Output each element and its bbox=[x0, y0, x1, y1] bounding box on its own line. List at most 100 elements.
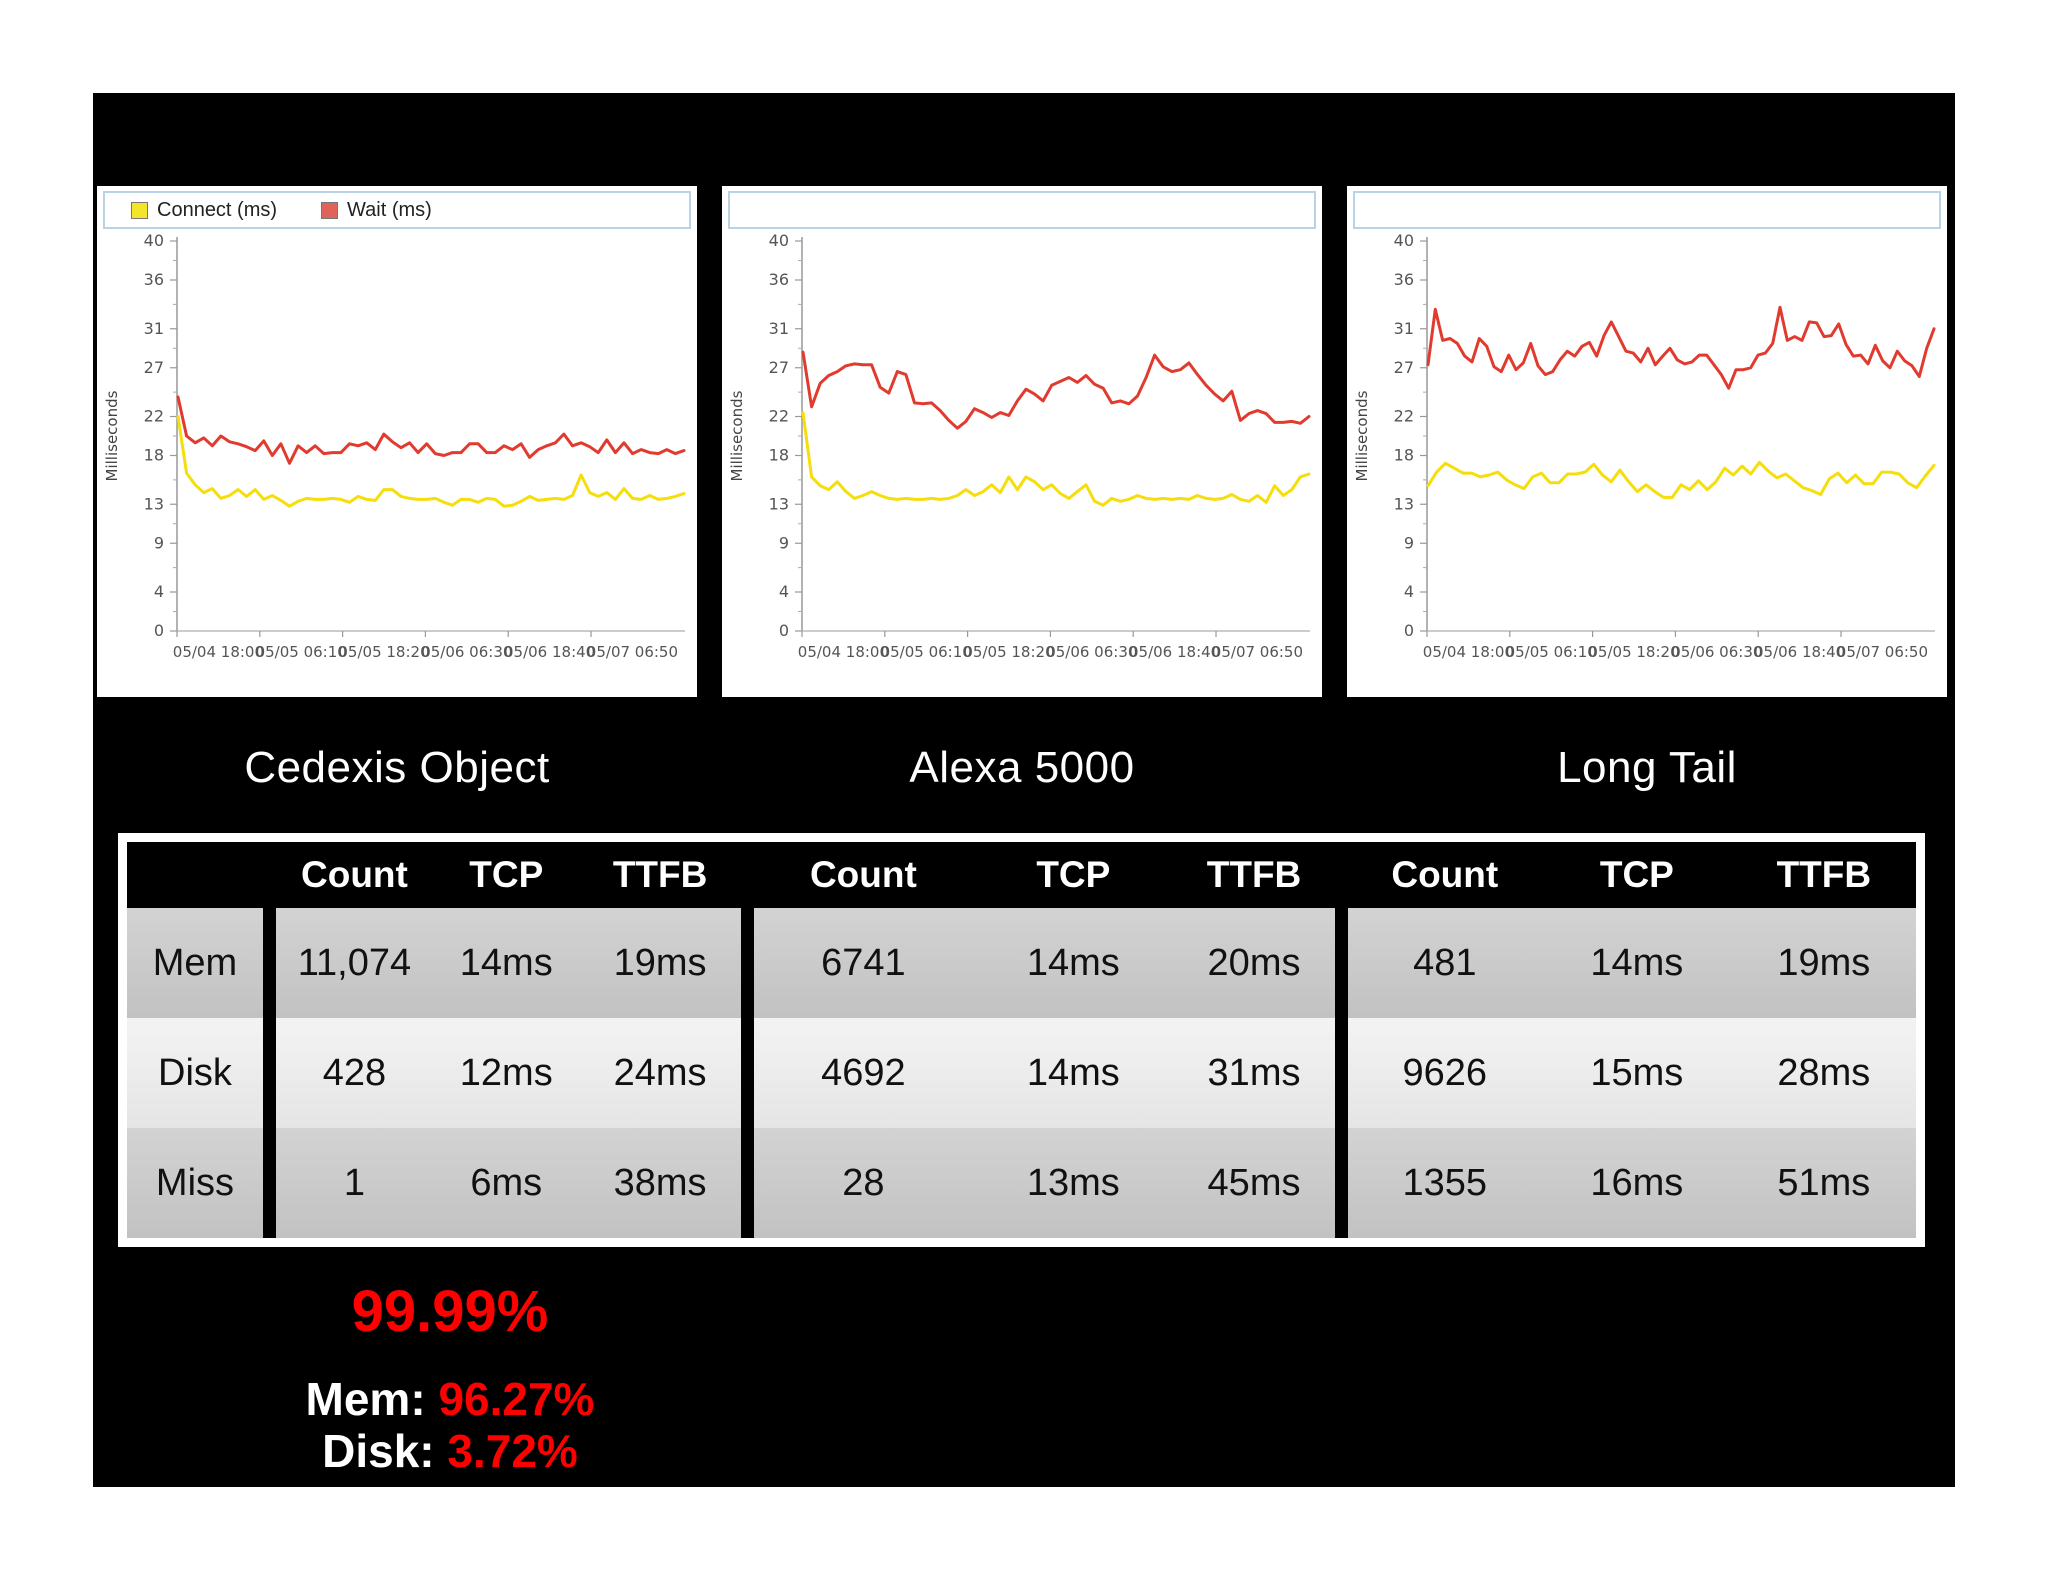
svg-text:05/06 18:40: 05/06 18:40 bbox=[504, 643, 595, 661]
wait-series-swatch bbox=[321, 201, 339, 219]
svg-text:05/04 18:00: 05/04 18:00 bbox=[1423, 643, 1514, 661]
charts-row: Connect (ms) Wait (ms) 40 36 31 27 22 18 13 9 4 0… bbox=[97, 186, 1947, 697]
table-cell: 4692 bbox=[740, 1018, 974, 1128]
svg-text:05/05 06:10: 05/05 06:10 bbox=[1506, 643, 1597, 661]
svg-text:40: 40 bbox=[144, 231, 164, 250]
svg-text:4: 4 bbox=[779, 582, 789, 601]
svg-text:27: 27 bbox=[769, 358, 789, 377]
connect-series-swatch bbox=[131, 201, 148, 219]
legend-item-connect: Connect (ms) bbox=[131, 199, 277, 222]
svg-text:05/06 18:40: 05/06 18:40 bbox=[1754, 643, 1845, 661]
svg-text:9: 9 bbox=[154, 533, 164, 552]
svg-text:4: 4 bbox=[154, 582, 164, 601]
svg-text:05/06 18:40: 05/06 18:40 bbox=[1129, 643, 1220, 661]
chart-legend-empty bbox=[728, 191, 1316, 229]
svg-text:05/07 06:50: 05/07 06:50 bbox=[587, 643, 678, 661]
hit-rate-stats: 99.99% Mem: 96.27% Disk: 3.72% bbox=[200, 1279, 700, 1478]
table-cell: 15ms bbox=[1542, 1018, 1732, 1128]
chart-panel-cedexis-object: Connect (ms) Wait (ms) 40 36 31 27 22 18 13 9 4 0… bbox=[97, 186, 697, 697]
col-header: Count bbox=[262, 842, 433, 908]
table-cell: 11,074 bbox=[262, 908, 433, 1018]
svg-text:05/05 06:10: 05/05 06:10 bbox=[256, 643, 347, 661]
chart-titles-row: Cedexis Object Alexa 5000 Long Tail bbox=[97, 743, 1947, 793]
corner-cell bbox=[127, 842, 263, 908]
svg-text:05/06 06:30: 05/06 06:30 bbox=[421, 643, 512, 661]
legend-item-wait: Wait (ms) bbox=[321, 199, 432, 222]
mem-hit-rate-label: Mem: bbox=[305, 1373, 426, 1425]
chart-title-cedexis-object: Cedexis Object bbox=[244, 743, 550, 792]
svg-text:Milliseconds: Milliseconds bbox=[103, 390, 121, 481]
row-label: Disk bbox=[127, 1018, 263, 1128]
table-row-disk: Disk 428 12ms 24ms 4692 14ms 31ms 9626 1… bbox=[127, 1018, 1916, 1128]
chart-title-alexa-5000: Alexa 5000 bbox=[909, 743, 1135, 792]
chart-legend: Connect (ms) Wait (ms) bbox=[103, 191, 691, 229]
svg-text:40: 40 bbox=[769, 231, 789, 250]
table-cell: 31ms bbox=[1173, 1018, 1335, 1128]
row-label: Mem bbox=[127, 908, 263, 1018]
svg-text:40: 40 bbox=[1394, 231, 1414, 250]
table-cell: 20ms bbox=[1173, 908, 1335, 1018]
svg-text:05/07 06:50: 05/07 06:50 bbox=[1212, 643, 1303, 661]
total-hit-rate: 99.99% bbox=[351, 1279, 549, 1344]
slide: Connect (ms) Wait (ms) 40 36 31 27 22 18 13 9 4 0… bbox=[93, 93, 1955, 1487]
svg-text:05/07 06:50: 05/07 06:50 bbox=[1837, 643, 1928, 661]
table-cell: 19ms bbox=[579, 908, 741, 1018]
svg-text:05/04 18:00: 05/04 18:00 bbox=[173, 643, 264, 661]
svg-text:36: 36 bbox=[144, 270, 164, 289]
table-cell: 14ms bbox=[1542, 908, 1732, 1018]
disk-hit-rate-value: 3.72% bbox=[447, 1425, 578, 1477]
col-header: TTFB bbox=[579, 842, 741, 908]
svg-text:36: 36 bbox=[1394, 270, 1414, 289]
svg-text:05/04 18:00: 05/04 18:00 bbox=[798, 643, 889, 661]
table-row-mem: Mem 11,074 14ms 19ms 6741 14ms 20ms 481 … bbox=[127, 908, 1916, 1018]
col-header: TCP bbox=[973, 842, 1174, 908]
svg-text:22: 22 bbox=[1394, 407, 1414, 426]
chart-title-long-tail: Long Tail bbox=[1557, 743, 1737, 792]
svg-text:18: 18 bbox=[1394, 446, 1414, 465]
table-cell: 6ms bbox=[432, 1128, 580, 1238]
svg-text:18: 18 bbox=[769, 446, 789, 465]
table-cell: 51ms bbox=[1731, 1128, 1916, 1238]
col-header: TTFB bbox=[1173, 842, 1335, 908]
svg-text:9: 9 bbox=[1404, 533, 1414, 552]
svg-text:05/05 18:20: 05/05 18:20 bbox=[963, 643, 1054, 661]
table-cell: 13ms bbox=[973, 1128, 1174, 1238]
table-cell: 28ms bbox=[1731, 1018, 1916, 1128]
mem-hit-rate-value: 96.27% bbox=[438, 1373, 595, 1425]
svg-text:Milliseconds: Milliseconds bbox=[728, 390, 746, 481]
table-cell: 45ms bbox=[1173, 1128, 1335, 1238]
table-cell: 1355 bbox=[1334, 1128, 1543, 1238]
table-cell: 14ms bbox=[973, 908, 1174, 1018]
svg-text:0: 0 bbox=[779, 621, 789, 640]
col-header: TCP bbox=[1542, 842, 1732, 908]
svg-text:31: 31 bbox=[144, 319, 164, 338]
disk-hit-rate-line: Disk: 3.72% bbox=[200, 1425, 700, 1477]
chart-legend-empty bbox=[1353, 191, 1941, 229]
svg-text:05/05 06:10: 05/05 06:10 bbox=[881, 643, 972, 661]
table-cell: 481 bbox=[1334, 908, 1543, 1018]
svg-text:13: 13 bbox=[769, 494, 789, 513]
svg-text:27: 27 bbox=[144, 358, 164, 377]
table-cell: 38ms bbox=[579, 1128, 741, 1238]
table-row-miss: Miss 1 6ms 38ms 28 13ms 45ms 1355 16ms 5… bbox=[127, 1128, 1916, 1238]
svg-text:0: 0 bbox=[154, 621, 164, 640]
cache-stats-table: Count TCP TTFB Count TCP TTFB Count TCP … bbox=[118, 833, 1925, 1247]
chart-panel-alexa-5000: 40 36 31 27 22 18 13 9 4 0 Milliseconds 05/04 18:00… bbox=[722, 186, 1322, 697]
svg-text:0: 0 bbox=[1404, 621, 1414, 640]
table-cell: 16ms bbox=[1542, 1128, 1732, 1238]
svg-text:4: 4 bbox=[1404, 582, 1414, 601]
table-cell: 19ms bbox=[1731, 908, 1916, 1018]
svg-text:18: 18 bbox=[144, 446, 164, 465]
svg-text:05/05 18:20: 05/05 18:20 bbox=[1588, 643, 1679, 661]
disk-hit-rate-label: Disk: bbox=[322, 1425, 435, 1477]
mem-hit-rate-line: Mem: 96.27% bbox=[200, 1373, 700, 1425]
svg-text:22: 22 bbox=[769, 407, 789, 426]
table-header-row: Count TCP TTFB Count TCP TTFB Count TCP … bbox=[127, 842, 1916, 908]
svg-text:36: 36 bbox=[769, 270, 789, 289]
svg-text:22: 22 bbox=[144, 407, 164, 426]
table-cell: 28 bbox=[740, 1128, 974, 1238]
svg-text:13: 13 bbox=[144, 494, 164, 513]
